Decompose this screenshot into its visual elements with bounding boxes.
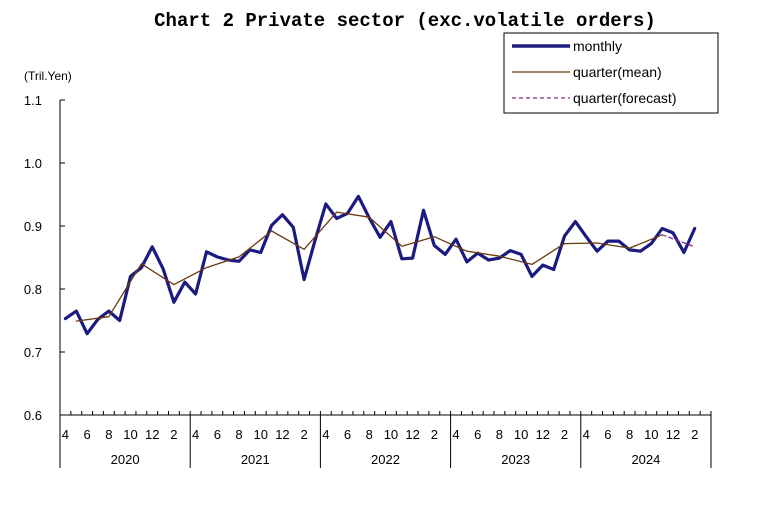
x-tick-label: 8	[496, 427, 503, 442]
y-tick-label: 0.6	[24, 408, 42, 423]
x-year-label: 2022	[371, 452, 400, 467]
x-tick-label: 8	[626, 427, 633, 442]
x-tick-label: 12	[275, 427, 289, 442]
y-tick-label: 1.1	[24, 93, 42, 108]
x-tick-label: 4	[583, 427, 590, 442]
x-tick-label: 8	[235, 427, 242, 442]
x-tick-label: 2	[170, 427, 177, 442]
x-year-label: 2024	[631, 452, 660, 467]
series-layer	[65, 196, 694, 333]
x-year-label: 2021	[241, 452, 270, 467]
x-tick-label: 6	[214, 427, 221, 442]
x-year-label: 2020	[111, 452, 140, 467]
x-tick-label: 12	[145, 427, 159, 442]
x-tick-label: 4	[62, 427, 69, 442]
x-tick-label: 6	[604, 427, 611, 442]
y-tick-label: 0.7	[24, 345, 42, 360]
x-tick-label: 4	[452, 427, 459, 442]
y-tick-label: 1.0	[24, 156, 42, 171]
legend-label-monthly: monthly	[573, 38, 622, 54]
x-tick-label: 2	[691, 427, 698, 442]
series-line-quarter-mean	[76, 212, 662, 321]
y-unit-label: (Tril.Yen)	[24, 69, 72, 83]
x-tick-label: 10	[123, 427, 137, 442]
x-tick-label: 6	[84, 427, 91, 442]
x-tick-label: 2	[561, 427, 568, 442]
x-tick-label: 12	[536, 427, 550, 442]
x-tick-label: 12	[666, 427, 680, 442]
x-tick-label: 12	[405, 427, 419, 442]
legend-label-quarter-forecast: quarter(forecast)	[573, 90, 676, 106]
y-tick-label: 0.9	[24, 219, 42, 234]
series-line-monthly	[65, 196, 694, 333]
x-tick-label: 4	[322, 427, 329, 442]
legend-label-quarter-mean: quarter(mean)	[573, 64, 662, 80]
x-tick-label: 4	[192, 427, 199, 442]
x-tick-label: 6	[344, 427, 351, 442]
y-tick-label: 0.8	[24, 282, 42, 297]
x-tick-label: 6	[474, 427, 481, 442]
x-tick-label: 2	[431, 427, 438, 442]
x-tick-label: 8	[105, 427, 112, 442]
x-tick-label: 10	[253, 427, 267, 442]
x-year-label: 2023	[501, 452, 530, 467]
x-tick-label: 8	[366, 427, 373, 442]
x-tick-label: 10	[514, 427, 528, 442]
x-tick-label: 10	[644, 427, 658, 442]
chart-title: Chart 2 Private sector (exc.volatile ord…	[154, 10, 656, 32]
x-tick-label: 2	[301, 427, 308, 442]
x-tick-label: 10	[384, 427, 398, 442]
legend: monthly quarter(mean) quarter(forecast)	[504, 33, 718, 113]
